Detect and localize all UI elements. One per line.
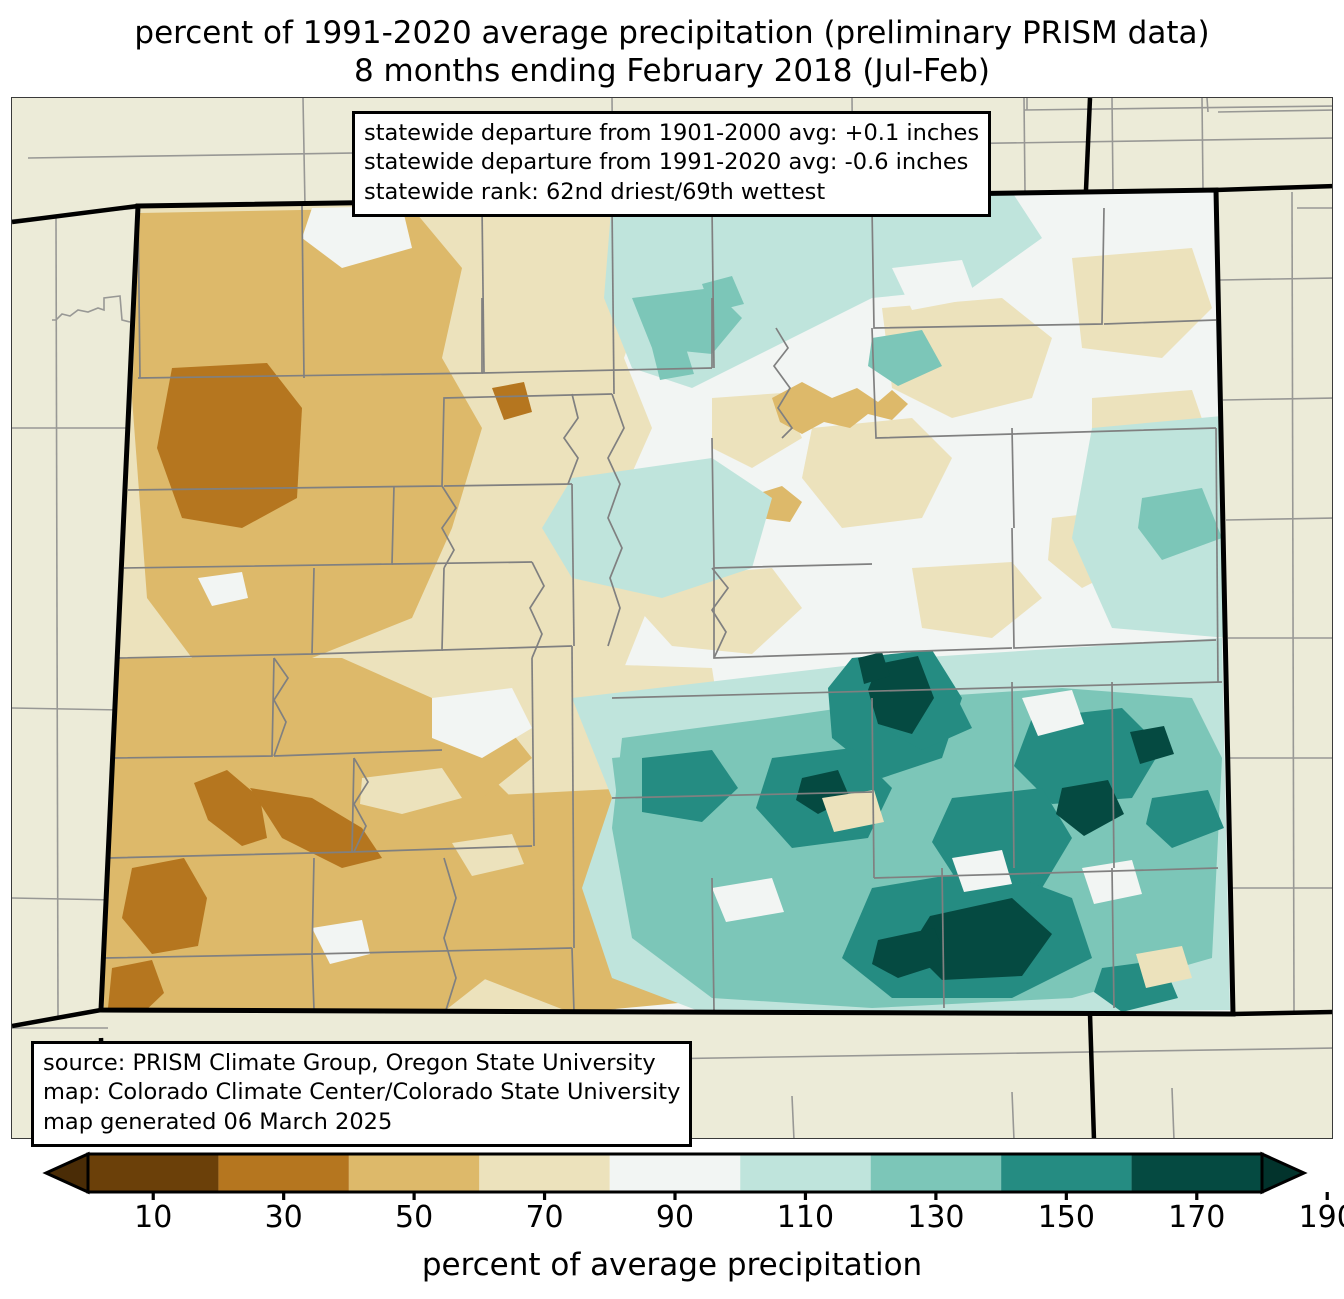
band-120-140-ne2 [868,330,942,386]
band-120-140-c2 [652,342,694,380]
source-credit-box: source: PRISM Climate Group, Oregon Stat… [31,1041,693,1147]
east-white-hole-4 [712,878,784,922]
precip-contour-fills [101,190,1233,1014]
white-pocket-nw1 [302,206,412,268]
band-120-140-ne3 [1138,488,1222,560]
colorbar-axis-label: percent of average precipitation [421,1247,923,1283]
source-line-1: source: PRISM Climate Group, Oregon Stat… [43,1050,656,1076]
colorbar-tick-label-190: 190 [1298,1200,1344,1235]
east-white-hole-5 [892,260,976,310]
title-line-1: percent of 1991-2020 average precipitati… [134,15,1210,51]
colorbar-tick-label-170: 170 [1168,1200,1226,1235]
band-20-40-h [492,382,532,420]
stats-line-3: statewide rank: 62nd driest/69th wettest [364,178,826,205]
colorbar-tick-label-30: 30 [264,1200,303,1235]
stats-line-2: statewide departure from 1991-2020 avg: … [364,149,969,176]
white-pocket-nw5 [360,768,462,814]
band-60-80-ne4 [802,418,952,528]
band-20-40-b [194,770,267,846]
band-160-180-g [872,928,948,978]
band-20-40-e [250,788,382,868]
page-title: percent of 1991-2020 average precipitati… [0,14,1344,91]
colorbar-under-cap [42,1151,90,1195]
band-60-80-ne7 [912,562,1042,638]
band-20-40-a [157,363,302,528]
source-line-2: map: Colorado Climate Center/Colorado St… [43,1079,681,1106]
colorbar-tick-label-150: 150 [1037,1200,1095,1235]
colorbar-tick-label-50: 50 [395,1200,434,1235]
colorbar-band-2 [348,1154,480,1192]
colorbar-tick-labels: 10 30 50 70 90 110 130 150 170 190 [0,1200,1344,1242]
colorbar-swatches [42,1151,1329,1200]
white-pocket-nw3 [198,572,248,606]
band-140-160-f [642,750,738,822]
band-160-180-e [858,652,890,684]
stats-line-1: statewide departure from 1901-2000 avg: … [364,120,980,146]
band-140-160-g [1146,790,1224,848]
colorbar-tick-label-90: 90 [655,1200,695,1235]
east-white-hole-1 [1022,690,1084,736]
east-wheat-hole-1 [822,790,884,832]
colorbar [0,1150,1344,1200]
map-canvas [11,97,1333,1139]
colorbar-tick-label-110: 110 [776,1200,835,1235]
band-40-60-nw [132,208,482,658]
colorbar-band-5 [740,1154,871,1192]
colorbar-band-group [42,1151,1308,1195]
band-160-180-f [1130,726,1174,764]
statewide-stats-box: statewide departure from 1901-2000 avg: … [352,111,992,217]
colorbar-over-cap [1260,1151,1308,1195]
colorbar-band-6 [870,1154,1002,1192]
band-60-80-ne1 [882,298,1052,418]
colorbar-tick-label-10: 10 [134,1200,173,1235]
colorado-precipitation-choropleth [12,98,1332,1138]
colorbar-band-8 [1131,1154,1262,1192]
colorbar-band-0 [88,1154,219,1192]
band-20-40-c [122,858,207,954]
band-160-180-c [1056,780,1124,836]
band-40-60-stripe [772,382,908,434]
band-60-80-ne2 [1072,248,1212,358]
colorbar-band-1 [218,1154,349,1192]
colorbar-band-3 [479,1154,610,1192]
colorbar-band-7 [1001,1154,1132,1192]
colorbar-tick-marks [151,1192,1329,1200]
colorbar-band-4 [609,1154,741,1192]
colorbar-tick-label-70: 70 [525,1200,564,1235]
east-wheat-hole-2 [1136,946,1192,988]
title-line-2: 8 months ending February 2018 (Jul-Feb) [353,53,990,90]
white-pocket-nw2 [432,688,532,758]
east-white-hole-2 [952,850,1012,892]
white-pocket-nw6 [452,834,524,876]
source-line-3: map generated 06 March 2025 [43,1108,393,1135]
colorbar-tick-label-130: 130 [907,1200,965,1235]
band-20-40-d [108,960,164,1014]
